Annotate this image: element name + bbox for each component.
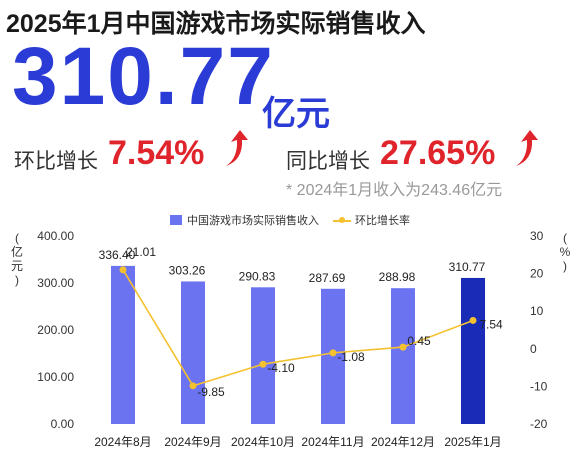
- bar-value-label: 336.40: [99, 248, 136, 262]
- left-axis-unit-char-2: 元: [10, 259, 23, 273]
- bar: [111, 265, 135, 424]
- right-axis-unit-char: %: [559, 245, 571, 259]
- growth-rate-point: [399, 343, 407, 351]
- left-axis-tick-label: 400.00: [37, 229, 74, 243]
- bar-value-label: 303.26: [169, 263, 206, 277]
- right-axis-paren-open: (: [563, 231, 567, 245]
- growth-rate-label: 7.54: [479, 317, 503, 331]
- footnote: * 2024年1月收入为243.46亿元: [286, 182, 503, 199]
- right-axis-tick-label: -10: [530, 379, 548, 393]
- left-axis-tick-label: 100.00: [37, 370, 74, 384]
- bar: [321, 288, 345, 424]
- legend-bar-swatch: [170, 215, 182, 225]
- left-axis-unit: ( 亿 元 ): [10, 231, 24, 287]
- bar: [181, 281, 205, 424]
- growth-rate-label: 0.45: [407, 334, 431, 348]
- right-axis-unit: ( % ): [558, 231, 572, 273]
- chart-legend: 中国游戏市场实际销售收入 环比增长率: [170, 212, 410, 228]
- chart-title: 2025年1月中国游戏市场实际销售收入: [6, 10, 426, 38]
- left-axis-paren-close: ): [15, 273, 19, 287]
- up-arrow-icon: [516, 130, 538, 166]
- x-axis-tick-label: 2024年9月: [164, 435, 221, 449]
- growth-rate-point: [329, 349, 337, 357]
- bar: [251, 287, 275, 424]
- mom-growth-label: 环比增长: [14, 150, 98, 173]
- x-axis-tick-label: 2024年12月: [371, 435, 435, 449]
- bar: [461, 277, 485, 424]
- left-axis-paren-open: (: [15, 231, 19, 245]
- right-axis-tick-label: 0: [530, 342, 537, 356]
- right-axis-tick-label: 20: [530, 267, 544, 281]
- x-axis-tick-label: 2024年11月: [301, 435, 364, 449]
- up-arrow-icon: [226, 130, 248, 166]
- left-axis-tick-label: 200.00: [37, 323, 74, 337]
- bar-value-label: 287.69: [309, 271, 346, 285]
- growth-rate-label: -4.10: [267, 361, 295, 375]
- left-axis-unit-char-1: 亿: [10, 245, 23, 259]
- yoy-growth-label: 同比增长: [286, 150, 370, 173]
- left-axis-tick-label: 0.00: [51, 417, 75, 431]
- growth-rate-label: -1.08: [337, 350, 365, 364]
- growth-rate-point: [189, 382, 197, 390]
- growth-rate-point: [119, 266, 127, 274]
- mom-growth-value: 7.54%: [108, 134, 205, 172]
- right-axis-paren-close: ): [563, 259, 567, 273]
- legend-bar-label: 中国游戏市场实际销售收入: [187, 215, 319, 227]
- left-axis-tick-label: 300.00: [37, 276, 74, 290]
- growth-rate-label: -9.85: [197, 385, 225, 399]
- growth-rate-line: [122, 269, 474, 387]
- bar-value-label: 290.83: [239, 269, 276, 283]
- right-axis-tick-label: 30: [530, 229, 544, 243]
- yoy-growth-value: 27.65%: [380, 134, 496, 172]
- growth-rate-point: [259, 360, 267, 368]
- headline-revenue-unit: 亿元: [262, 95, 330, 133]
- right-axis-tick-label: -20: [530, 417, 548, 431]
- headline-revenue-value: 310.77: [12, 31, 275, 122]
- x-axis-tick-label: 2025年1月: [444, 435, 501, 449]
- right-axis-tick-label: 10: [530, 304, 544, 318]
- legend-line-swatch: [333, 215, 351, 225]
- bar: [391, 288, 415, 424]
- growth-rate-point: [469, 316, 477, 324]
- x-axis-tick-label: 2024年10月: [231, 435, 295, 449]
- bar-value-label: 310.77: [449, 260, 486, 274]
- growth-rate-label: 21.01: [126, 245, 156, 259]
- bar-value-label: 288.98: [379, 270, 416, 284]
- x-axis-tick-label: 2024年8月: [94, 435, 151, 449]
- legend-line-label: 环比增长率: [355, 215, 410, 227]
